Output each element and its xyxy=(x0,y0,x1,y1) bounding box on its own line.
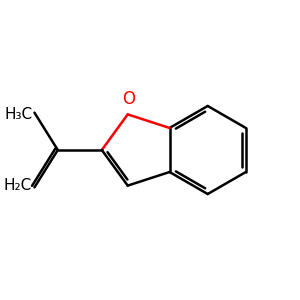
Text: O: O xyxy=(123,90,136,108)
Text: H₂C: H₂C xyxy=(4,178,32,194)
Text: H₃C: H₃C xyxy=(4,106,32,122)
